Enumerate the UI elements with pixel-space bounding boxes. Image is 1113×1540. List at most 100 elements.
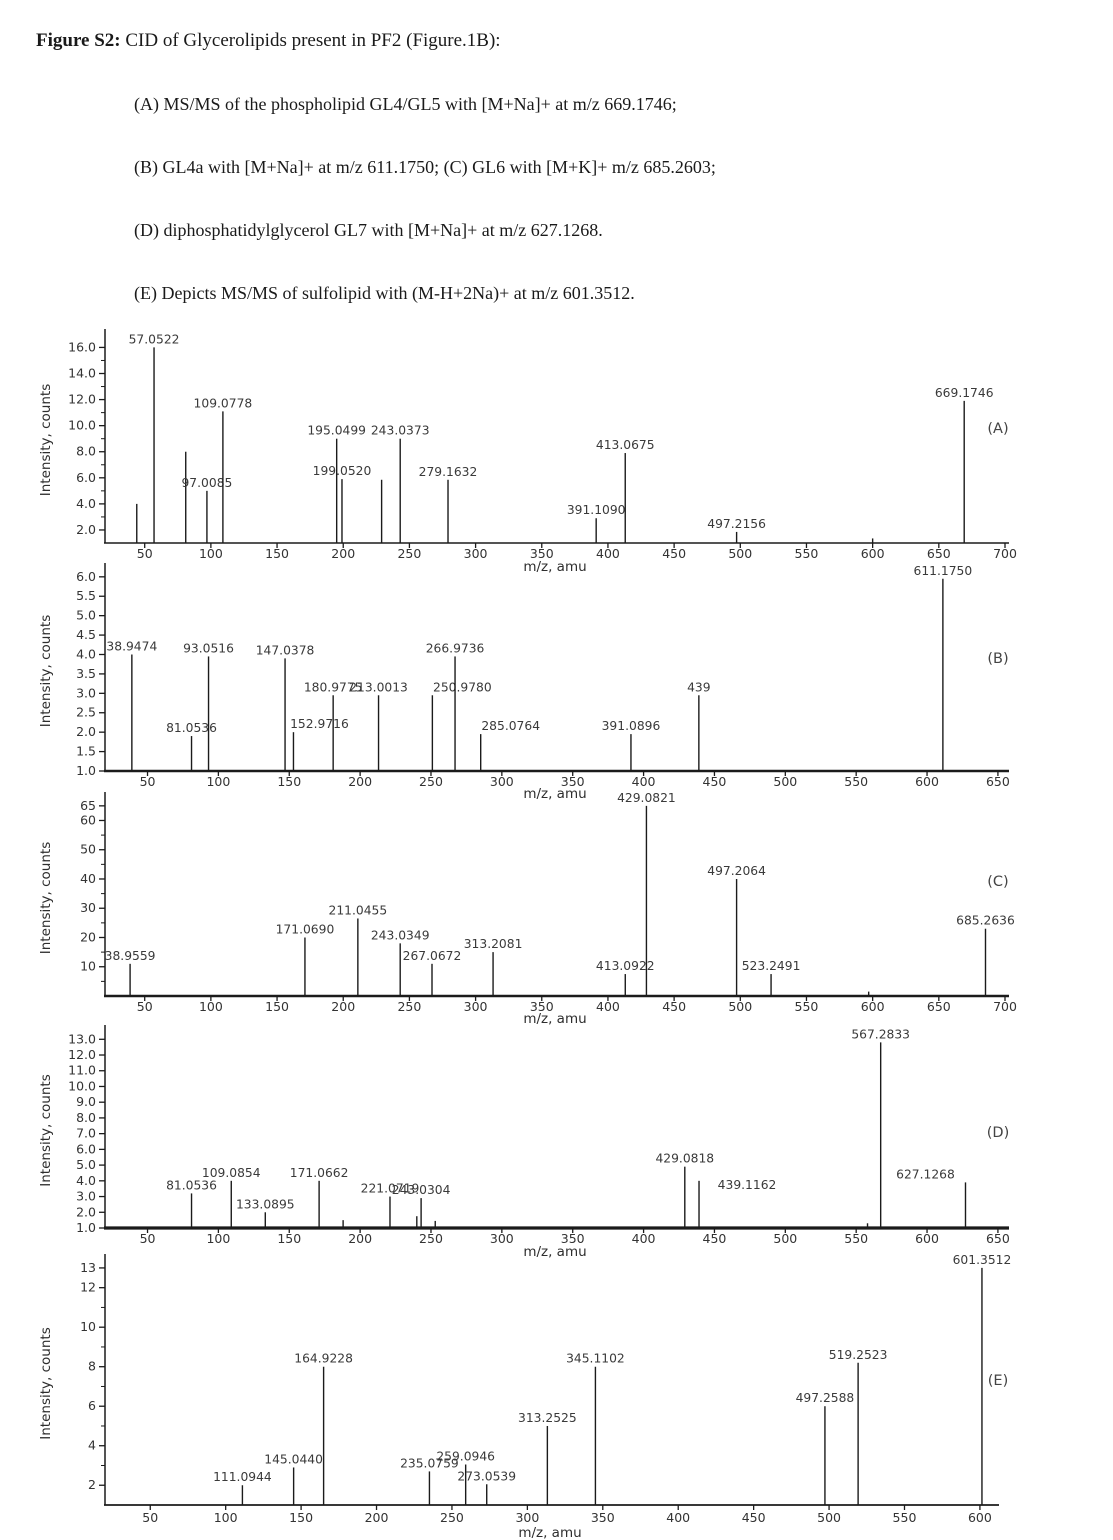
- x-axis-title: m/z, amu: [518, 1525, 581, 1540]
- panel-letter: (D): [987, 1125, 1009, 1141]
- x-tick-label: 250: [440, 1510, 464, 1525]
- caption-line-e: (E) Depicts MS/MS of sulfolipid with (M-…: [134, 283, 635, 303]
- peak-label: 669.1746: [935, 386, 994, 400]
- x-tick-label: 200: [348, 1231, 372, 1246]
- x-tick-label: 200: [331, 999, 355, 1014]
- peak-label: 57.0522: [129, 332, 180, 346]
- x-tick-label: 400: [596, 999, 620, 1014]
- panel-letter: (C): [987, 874, 1008, 890]
- peak-label: 345.1102: [566, 1352, 625, 1366]
- peak-label: 38.9559: [105, 949, 156, 963]
- spectrum-chart-A: 2.0 4.0 6.0 8.0 10.0 12.0 14.0 16.0 50 100 150 200 2…: [38, 329, 1017, 575]
- y-tick-label: 60: [80, 812, 96, 827]
- y-tick-label: 4.0: [76, 646, 96, 661]
- peak-label: 267.0672: [403, 949, 462, 963]
- peak-label: 497.2064: [707, 864, 766, 878]
- peak-label: 109.0854: [202, 1166, 261, 1180]
- x-tick-label: 450: [742, 1510, 766, 1525]
- x-axis-title: m/z, amu: [523, 1011, 586, 1027]
- peak-label: 313.2081: [464, 937, 523, 951]
- peak-label: 93.0516: [183, 641, 234, 655]
- y-tick-label: 2.5: [76, 705, 96, 720]
- peak-label: 285.0764: [481, 719, 540, 733]
- peak-label: 243.0349: [371, 928, 430, 942]
- y-tick-label: 10.0: [68, 418, 96, 433]
- x-tick-label: 250: [419, 774, 443, 789]
- y-tick-label: 4.0: [76, 496, 96, 511]
- spectrum-panel-d: 1.0 2.0 3.0 4.0 5.0 6.0 7.0 8.0 9.0 10.0 11.0 12.0 1…: [0, 1025, 1113, 1265]
- y-tick-label: 4.0: [76, 1173, 96, 1188]
- x-tick-label: 600: [915, 774, 939, 789]
- peak-label: 429.0821: [617, 791, 676, 805]
- x-tick-label: 700: [993, 546, 1017, 561]
- x-tick-label: 250: [397, 999, 421, 1014]
- y-tick-label: 8: [88, 1359, 96, 1374]
- x-tick-label: 450: [703, 1231, 727, 1246]
- panel-letter: (E): [988, 1373, 1008, 1389]
- peak-label: 97.0085: [181, 476, 232, 490]
- x-tick-label: 100: [214, 1510, 238, 1525]
- y-tick-label: 6.0: [76, 470, 96, 485]
- peak-label: 133.0895: [236, 1197, 295, 1211]
- peak-label: 391.0896: [602, 719, 661, 733]
- x-tick-label: 150: [265, 546, 289, 561]
- peak-label: 497.2156: [707, 517, 766, 531]
- peak-label: 429.0818: [655, 1152, 714, 1166]
- x-tick-label: 400: [632, 774, 656, 789]
- y-tick-label: 6: [88, 1398, 96, 1413]
- x-tick-label: 550: [795, 546, 819, 561]
- x-tick-label: 350: [530, 999, 554, 1014]
- peak-label: 221.0719: [361, 1182, 420, 1196]
- y-tick-label: 1.5: [76, 744, 96, 759]
- x-tick-label: 250: [397, 546, 421, 561]
- peak-label: 273.0539: [457, 1469, 516, 1483]
- y-tick-label: 12: [80, 1280, 96, 1295]
- x-tick-label: 200: [348, 774, 372, 789]
- peak-label: 523.2491: [742, 959, 801, 973]
- y-tick-label: 2.0: [76, 522, 96, 537]
- spectrum-panel-e: 2 4 6 8 10 12 13 50 100 150 200 250 300 350 400 450 500 5…: [0, 1253, 1113, 1540]
- x-tick-label: 450: [703, 774, 727, 789]
- x-tick-label: 350: [591, 1510, 615, 1525]
- x-tick-label: 100: [199, 546, 223, 561]
- peak-label: 413.0675: [596, 438, 655, 452]
- y-tick-label: 7.0: [76, 1126, 96, 1141]
- y-tick-label: 9.0: [76, 1094, 96, 1109]
- x-tick-label: 100: [199, 999, 223, 1014]
- y-axis-title: Intensity, counts: [38, 384, 54, 496]
- y-axis-title: Intensity, counts: [38, 1327, 54, 1439]
- y-tick-label: 6.0: [76, 569, 96, 584]
- y-tick-label: 5.0: [76, 608, 96, 623]
- x-tick-label: 600: [968, 1510, 992, 1525]
- y-tick-label: 8.0: [76, 1110, 96, 1125]
- peak-label: 413.0922: [596, 959, 655, 973]
- figure-caption-text: CID of Glycerolipids present in PF2 (Fig…: [120, 30, 501, 51]
- x-tick-label: 150: [265, 999, 289, 1014]
- x-tick-label: 550: [844, 774, 868, 789]
- y-tick-label: 6.0: [76, 1141, 96, 1156]
- peak-label: 685.2636: [956, 914, 1015, 928]
- y-tick-label: 2: [88, 1477, 96, 1492]
- figure-caption-prefix: Figure S2:: [36, 30, 121, 51]
- y-tick-label: 30: [80, 900, 96, 915]
- peak-label: 195.0499: [307, 424, 366, 438]
- peak-label: 313.2525: [518, 1411, 577, 1425]
- peak-label: 171.0690: [276, 922, 335, 936]
- y-tick-label: 4.5: [76, 627, 96, 642]
- caption-line-a: (A) MS/MS of the phospholipid GL4/GL5 wi…: [134, 94, 677, 114]
- y-tick-label: 8.0: [76, 444, 96, 459]
- peak-label: 180.9775: [304, 680, 363, 694]
- panel-letter: (A): [987, 421, 1008, 437]
- peak-label: 497.2588: [796, 1391, 855, 1405]
- y-tick-label: 65: [80, 798, 96, 813]
- y-tick-label: 3.5: [76, 666, 96, 681]
- y-tick-label: 5.5: [76, 588, 96, 603]
- peak-label: 111.0944: [213, 1470, 272, 1484]
- y-tick-label: 13.0: [68, 1031, 96, 1046]
- peak-label: 109.0778: [194, 396, 253, 410]
- x-tick-label: 300: [464, 999, 488, 1014]
- y-tick-label: 50: [80, 842, 96, 857]
- peak-label: 199.0520: [313, 464, 372, 478]
- x-tick-label: 50: [137, 999, 153, 1014]
